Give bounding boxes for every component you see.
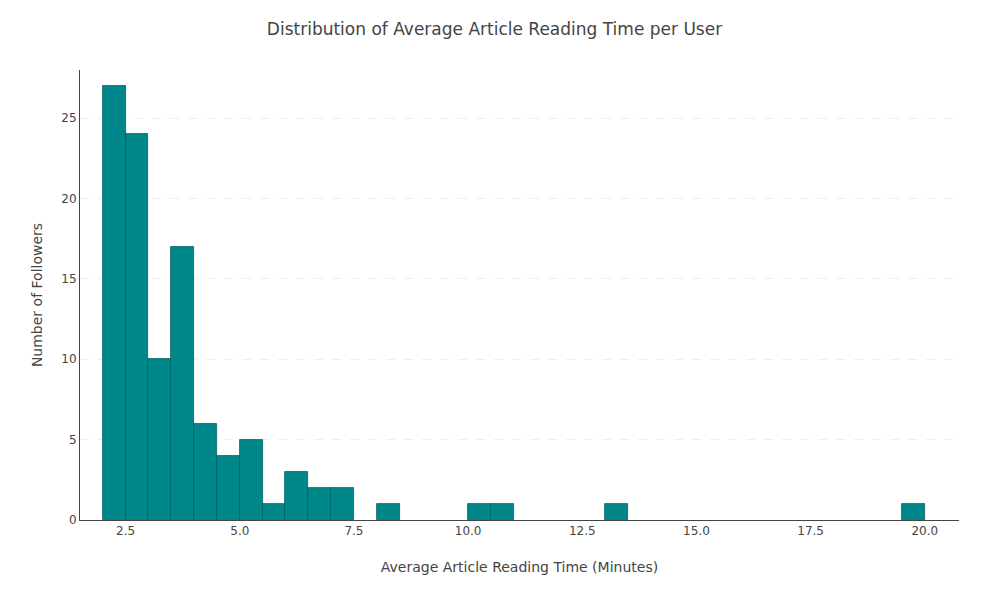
svg-text:17.5: 17.5 <box>797 524 824 538</box>
svg-text:12.5: 12.5 <box>569 524 596 538</box>
svg-text:7.5: 7.5 <box>344 524 363 538</box>
svg-text:5: 5 <box>69 433 77 447</box>
svg-text:Number of Followers: Number of Followers <box>29 223 45 367</box>
svg-text:10.0: 10.0 <box>455 524 482 538</box>
svg-text:0: 0 <box>69 513 77 527</box>
svg-text:5.0: 5.0 <box>230 524 249 538</box>
svg-text:10: 10 <box>61 352 76 366</box>
svg-text:25: 25 <box>61 111 76 125</box>
svg-text:15.0: 15.0 <box>683 524 710 538</box>
svg-text:Distribution of Average Articl: Distribution of Average Article Reading … <box>267 19 722 39</box>
svg-text:Average Article Reading Time (: Average Article Reading Time (Minutes) <box>381 559 658 575</box>
svg-text:20.0: 20.0 <box>911 524 938 538</box>
svg-text:15: 15 <box>61 272 76 286</box>
svg-text:20: 20 <box>61 192 76 206</box>
svg-text:2.5: 2.5 <box>116 524 135 538</box>
